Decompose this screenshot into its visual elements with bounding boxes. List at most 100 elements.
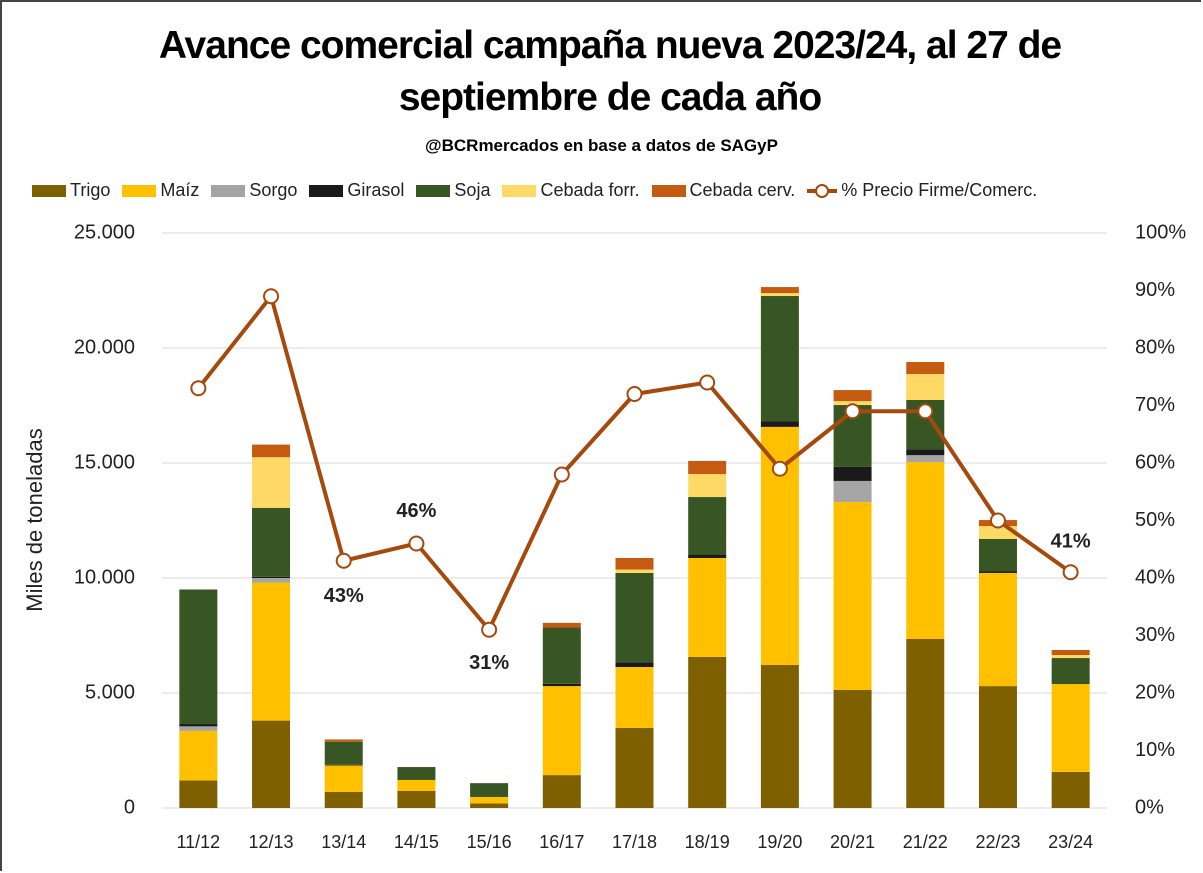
bar-segment [688, 656, 727, 808]
bar-segment [978, 572, 1017, 687]
line-marker [190, 380, 207, 397]
line-marker [917, 403, 934, 420]
legend-item: Sorgo [211, 180, 297, 201]
bar-segment [1051, 655, 1090, 659]
line-marker [699, 374, 716, 391]
bar-segment [615, 557, 654, 570]
x-tick-label: 15/16 [467, 832, 512, 852]
y2-tick-label: 30% [1135, 624, 1175, 646]
bar-segment [760, 664, 799, 808]
bar-segment [470, 803, 509, 808]
legend-label: Cebada forr. [540, 180, 640, 200]
x-tick-label: 20/21 [830, 832, 875, 852]
x-tick-label: 13/14 [321, 832, 366, 852]
y2-tick-label: 100% [1135, 221, 1186, 243]
bar-segment [760, 421, 799, 427]
bar-segment [615, 667, 654, 728]
legend-square [32, 184, 66, 197]
bar-segment [1051, 658, 1090, 685]
y-tick-label: 25.000 [74, 221, 135, 243]
bar-segment [252, 507, 291, 577]
bar-segment [978, 571, 1017, 573]
bar-segment [1051, 649, 1090, 656]
bar-segment [906, 462, 945, 639]
line-marker [263, 288, 280, 305]
y-tick-label: 15.000 [74, 451, 135, 473]
bar-segment [906, 455, 945, 463]
bar-segment [760, 293, 799, 297]
line-marker [844, 403, 861, 420]
legend-square [502, 184, 537, 197]
bar-segment [324, 791, 363, 808]
bar-segment [324, 764, 363, 766]
bar-segment [179, 724, 218, 727]
bar-segment [833, 502, 872, 691]
bar-segment [688, 474, 727, 498]
bar-segment [252, 576, 291, 578]
y-tick-label: 5.000 [85, 681, 135, 703]
line-marker [626, 386, 643, 402]
legend-square [211, 184, 246, 197]
line-marker [335, 552, 352, 569]
bar-segment [615, 569, 654, 573]
y-tick-label: 10.000 [74, 566, 135, 588]
bar-segment [688, 497, 727, 555]
bar-segment [1051, 771, 1090, 808]
bar-segment [324, 741, 363, 765]
data-label: 43% [324, 585, 364, 607]
bar-segment [252, 444, 291, 458]
legend-label: % Precio Firme/Comerc. [841, 180, 1038, 200]
bar-segment [833, 390, 872, 402]
legend-label: Girasol [347, 180, 405, 200]
bar-segment [760, 287, 799, 294]
line-marker [553, 466, 570, 483]
bar-segment [252, 720, 291, 808]
bar-segment [252, 457, 291, 508]
x-tick-label: 21/22 [903, 832, 948, 852]
legend-item: Soja [416, 180, 490, 201]
legend-swatch [416, 184, 451, 197]
y2-tick-label: 0% [1135, 796, 1164, 818]
line-marker [989, 512, 1006, 529]
x-tick-label: 12/13 [249, 832, 294, 852]
bar-segment [542, 775, 581, 808]
legend-item: Maíz [122, 180, 199, 201]
bar-segment [615, 572, 654, 663]
chart-subtitle: @BCRmercados en base a datos de SAGyP [425, 136, 778, 155]
legend-item: Trigo [32, 180, 110, 201]
bar-segment [179, 589, 218, 725]
bar-segment [542, 686, 581, 776]
bar-segment [542, 627, 581, 684]
line-marker [771, 460, 788, 477]
bar-segment [760, 296, 799, 422]
bar-segment [179, 780, 218, 808]
legend-label: Sorgo [249, 180, 298, 200]
bar-segment [615, 662, 654, 668]
legend-item: % Precio Firme/Comerc. [807, 180, 1037, 201]
y-tick-label: 0 [124, 796, 135, 818]
bar-segment [978, 686, 1017, 808]
legend-square [122, 184, 157, 197]
line-marker [1062, 564, 1079, 581]
x-tick-label: 19/20 [757, 832, 802, 852]
y2-tick-label: 90% [1135, 279, 1175, 301]
legend-square [416, 184, 451, 197]
bar-segment [688, 460, 727, 475]
legend-label: Cebada cerv. [689, 180, 796, 200]
x-tick-label: 16/17 [539, 832, 584, 852]
legend-label: Maíz [160, 180, 200, 200]
legend-square [309, 184, 344, 197]
legend-marker [815, 183, 830, 198]
y2-tick-label: 10% [1135, 739, 1175, 761]
x-tick-label: 22/23 [975, 832, 1020, 852]
bar-segment [397, 767, 436, 780]
y-tick-label: 20.000 [74, 336, 135, 358]
y2-tick-label: 80% [1135, 336, 1175, 358]
bar-segment [906, 638, 945, 808]
legend-item: Cebada forr. [502, 180, 640, 201]
legend-swatch [651, 184, 686, 197]
bar-segment [833, 401, 872, 406]
y2-tick-label: 50% [1135, 509, 1175, 531]
